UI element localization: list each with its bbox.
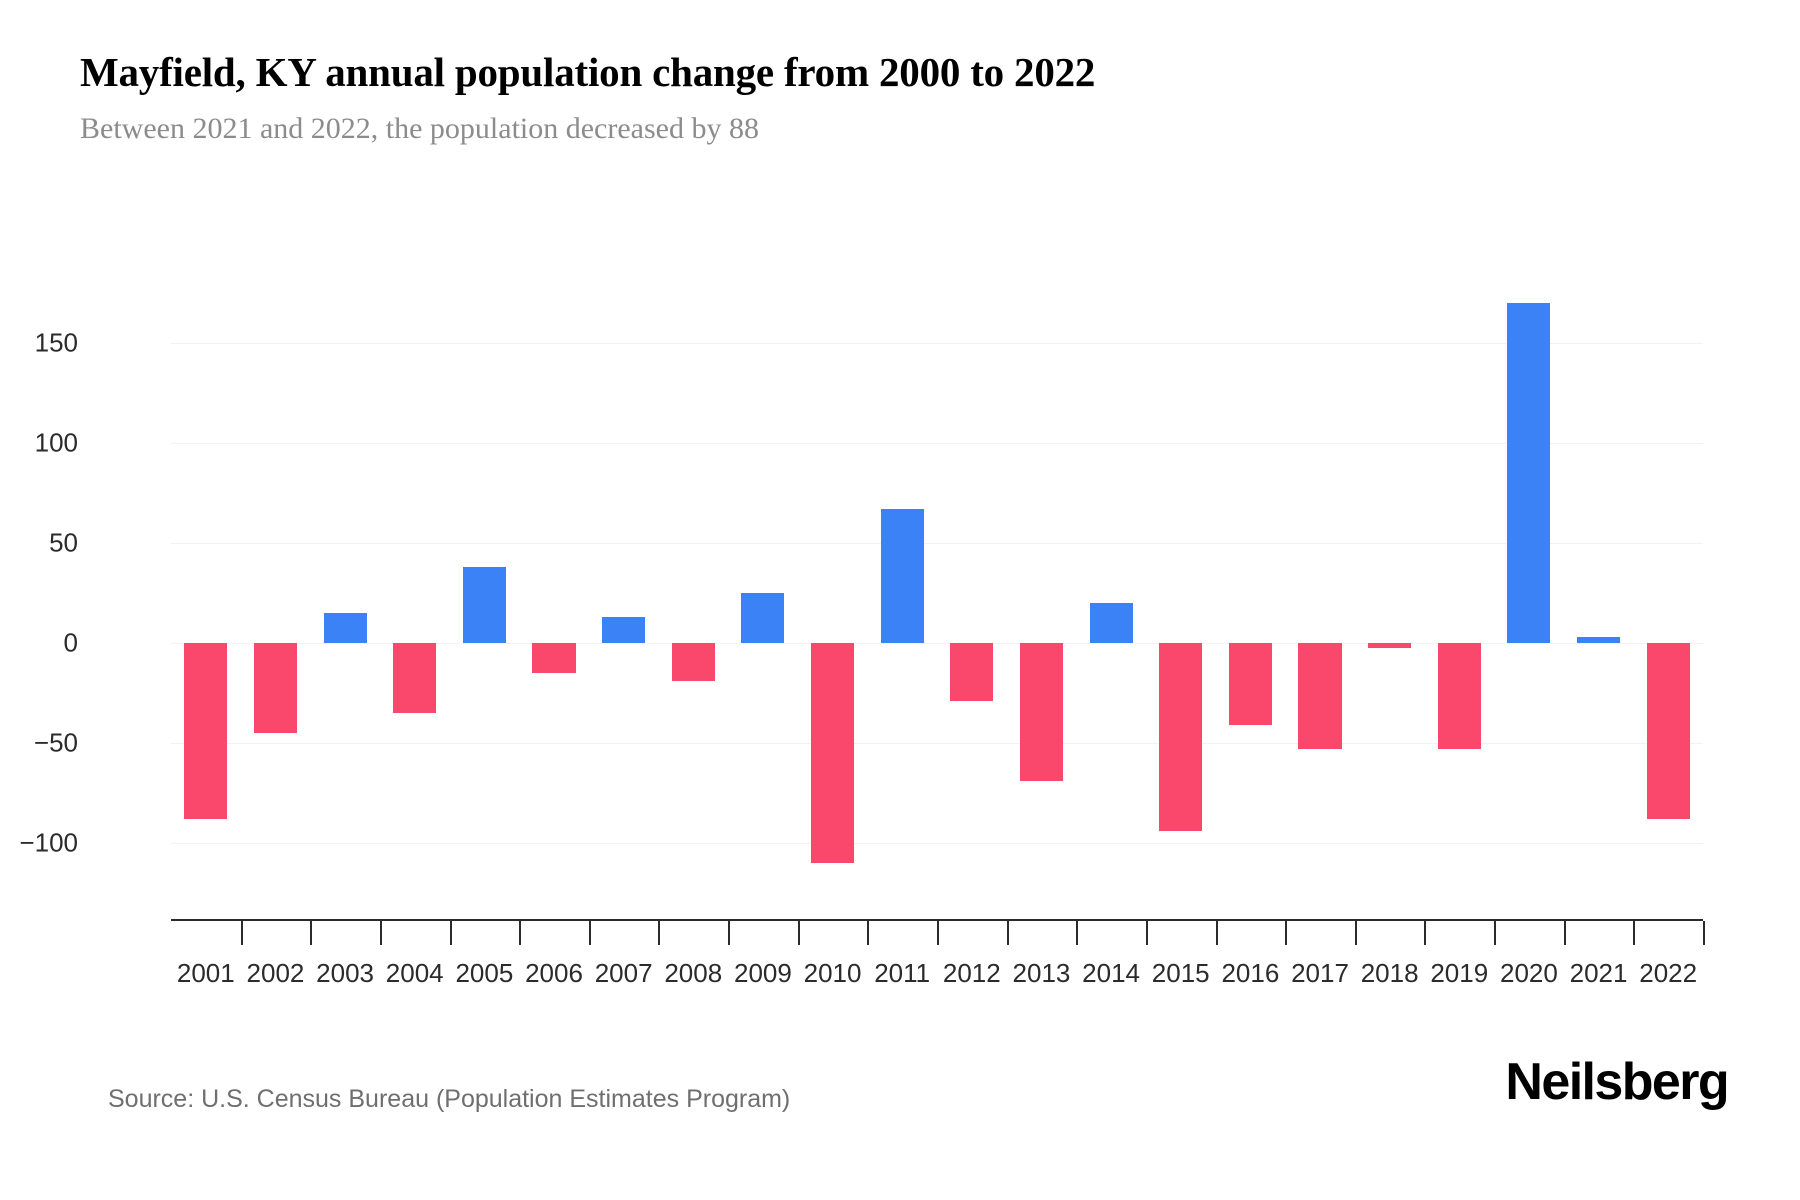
x-axis-tick (240, 921, 243, 945)
bar-2014[interactable] (1089, 603, 1133, 643)
x-axis-tick (1424, 921, 1427, 945)
bar-2002[interactable] (253, 643, 298, 733)
gridline (171, 643, 1703, 644)
x-axis-tick-label-2017: 2017 (1291, 958, 1349, 988)
x-axis-tick-label-2020: 2020 (1499, 958, 1558, 988)
x-axis-tick (1703, 921, 1705, 945)
x-axis-tick (1563, 921, 1566, 945)
x-axis-tick-label-2015: 2015 (1151, 958, 1210, 988)
x-axis-tick-label-2006: 2006 (525, 958, 583, 988)
x-axis-tick-label-2002: 2002 (246, 958, 305, 988)
x-axis-tick (449, 921, 452, 945)
y-axis-tick-label: −100 (19, 827, 78, 858)
y-axis-tick-label: 150 (34, 327, 78, 358)
bar-2003[interactable] (323, 613, 367, 643)
x-axis-tick-label-2021: 2021 (1569, 958, 1628, 988)
x-axis-tick-label-2009: 2009 (733, 958, 792, 988)
x-axis-tick (519, 921, 522, 945)
bar-2009[interactable] (741, 593, 785, 643)
bar-2001[interactable] (184, 643, 228, 819)
bar-2017[interactable] (1298, 643, 1342, 749)
x-axis-tick (1354, 921, 1357, 945)
bar-2019[interactable] (1437, 643, 1481, 749)
x-axis-tick-label-2001: 2001 (176, 958, 235, 988)
gridline (171, 443, 1703, 444)
bar-2020[interactable] (1507, 303, 1551, 643)
x-axis-tick (797, 921, 800, 945)
gridline (171, 343, 1703, 344)
x-axis-tick (937, 921, 939, 945)
y-axis-tick-label: −50 (33, 727, 78, 758)
y-axis-tick-label: 50 (49, 527, 78, 558)
chart-subtitle: Between 2021 and 2022, the population de… (80, 112, 759, 146)
bar-2010[interactable] (810, 643, 855, 863)
bar-2022[interactable] (1646, 643, 1690, 819)
x-axis-tick (1633, 921, 1636, 945)
x-axis-tick (1215, 921, 1218, 945)
bar-2015[interactable] (1159, 643, 1203, 831)
bar-2016[interactable] (1228, 643, 1272, 725)
x-axis-line (171, 919, 1703, 921)
x-axis-tick (588, 921, 591, 945)
page-title: Mayfield, KY annual population change fr… (80, 49, 1096, 95)
chart-header: Mayfield, KY annual population change fr… (80, 48, 1720, 146)
bar-2021[interactable] (1576, 637, 1621, 643)
x-axis-tick-label-2011: 2011 (874, 958, 931, 988)
x-axis-tick-label-2005: 2005 (455, 958, 514, 988)
x-axis-tick-label-2013: 2013 (1012, 958, 1071, 988)
x-axis-tick (1076, 921, 1079, 945)
x-axis-tick-label-2010: 2010 (803, 958, 862, 988)
bar-2008[interactable] (671, 643, 715, 681)
bar-2004[interactable] (393, 643, 437, 713)
x-axis-tick-label-2008: 2008 (664, 958, 723, 988)
x-axis-tick (728, 921, 731, 945)
x-axis-tick-label-2004: 2004 (385, 958, 444, 988)
x-axis-tick-label-2018: 2018 (1360, 958, 1419, 988)
y-axis-tick-label: 100 (34, 427, 78, 458)
bar-2005[interactable] (462, 567, 506, 643)
brand-logo: Neilsberg (1505, 1053, 1729, 1111)
bar-2011[interactable] (880, 509, 924, 643)
x-axis-tick (379, 921, 382, 945)
x-axis-tick (1285, 921, 1288, 945)
x-axis-tick (310, 921, 313, 945)
bar-2007[interactable] (602, 617, 646, 643)
gridline (171, 543, 1703, 544)
source-note: Source: U.S. Census Bureau (Population E… (108, 1085, 791, 1113)
x-axis-tick (1006, 921, 1009, 945)
gridline (171, 843, 1703, 844)
x-axis-tick-label-2014: 2014 (1082, 958, 1140, 988)
x-axis-tick-label-2012: 2012 (942, 958, 1001, 988)
x-axis-tick-label-2007: 2007 (594, 958, 653, 988)
x-axis-tick (658, 921, 661, 945)
plot-area (171, 243, 1703, 883)
bar-2013[interactable] (1019, 643, 1064, 781)
gridline (171, 743, 1703, 744)
bar-2006[interactable] (532, 643, 576, 673)
x-axis-tick-label-2022: 2022 (1639, 958, 1698, 988)
x-axis-tick (867, 921, 870, 945)
y-axis-tick-label: 0 (63, 627, 78, 658)
x-axis-tick-label-2003: 2003 (316, 958, 374, 988)
x-axis-tick-label-2019: 2019 (1430, 958, 1489, 988)
x-axis-tick (1494, 921, 1497, 945)
x-axis-tick (1145, 921, 1148, 945)
bar-2012[interactable] (950, 643, 994, 701)
x-axis-tick-label-2016: 2016 (1221, 958, 1280, 988)
bar-2018[interactable] (1368, 643, 1412, 648)
